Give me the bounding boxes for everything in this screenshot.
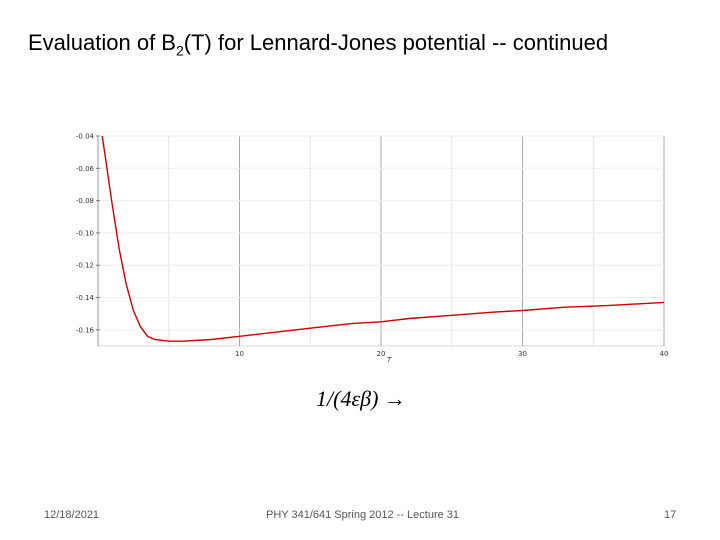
series-line <box>101 135 665 342</box>
x-tick-label: 20 <box>377 350 386 358</box>
footer-page: 17 <box>664 509 677 521</box>
x-axis-label: T <box>387 356 392 364</box>
footer-date: 12/18/2021 <box>44 509 100 521</box>
b2-chart: -0.04 -0.06 -0.08 -0.10 -0.12 -0.14 -0.16 10 20 3… <box>76 133 669 365</box>
y-tick-label: -0.14 <box>76 294 95 302</box>
title-suffix: (T) for Lennard-Jones potential -- conti… <box>183 30 609 55</box>
y-tick-label: -0.10 <box>76 229 94 237</box>
title-prefix: Evaluation of B <box>28 30 176 55</box>
footer-course: PHY 341/641 Spring 2012 -- Lecture 31 <box>266 509 460 521</box>
title-subscript: 2 <box>175 42 184 59</box>
axis-caption: 1/(4εβ) → <box>316 386 406 411</box>
x-tick-label: 30 <box>518 350 527 358</box>
y-tick-label: -0.06 <box>76 165 95 173</box>
y-tick-label: -0.08 <box>76 197 94 205</box>
slide-title: Evaluation of B2(T) for Lennard-Jones po… <box>28 30 608 58</box>
y-tick-label: -0.12 <box>76 262 94 270</box>
x-tick-label: 40 <box>660 350 669 358</box>
plot-container: -0.04 -0.06 -0.08 -0.10 -0.12 -0.14 -0.16 10 20 3… <box>60 128 672 373</box>
y-tick-label: -0.16 <box>76 326 95 334</box>
x-tick-label: 10 <box>235 350 244 358</box>
y-tick-label: -0.04 <box>76 133 95 141</box>
